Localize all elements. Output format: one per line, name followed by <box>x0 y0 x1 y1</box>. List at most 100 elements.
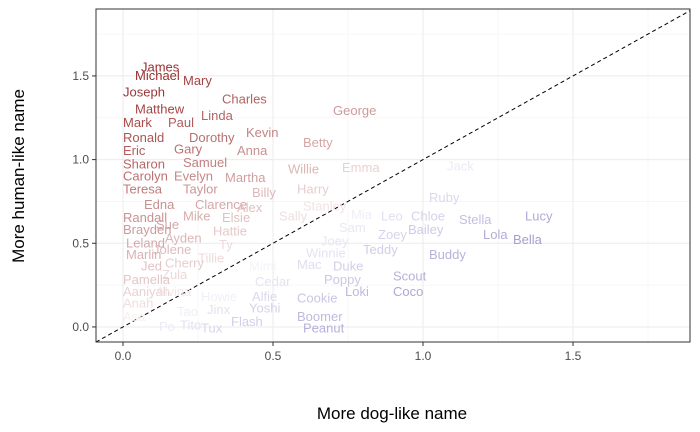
y-axis-ticks: 0.0 0.5 1.0 1.5 <box>72 69 96 334</box>
name-label: Leo <box>381 208 403 223</box>
name-label: Peanut <box>303 321 345 336</box>
name-label: Tillie <box>198 250 224 265</box>
x-axis-title: More dog-like name <box>317 404 467 423</box>
name-label: Anah <box>123 296 153 311</box>
name-label: Loki <box>345 284 369 299</box>
name-label: Randall <box>123 210 167 225</box>
name-label: Alfie <box>252 289 277 304</box>
name-label: Joey <box>321 234 349 249</box>
name-label: Brayden <box>123 222 171 237</box>
name-label: George <box>333 103 376 118</box>
name-label: Stella <box>459 212 492 227</box>
name-label: Mimi <box>249 259 277 274</box>
name-label: Jed <box>141 259 162 274</box>
name-label: Boomer <box>297 309 343 324</box>
name-label: Michael <box>135 68 180 83</box>
name-label: Tao <box>177 304 198 319</box>
name-label: Winnie <box>306 245 346 260</box>
name-label: Howie <box>201 289 237 304</box>
name-label: Joseph <box>123 85 165 100</box>
name-label: Kevin <box>246 125 279 140</box>
plot-panel-border <box>95 8 691 343</box>
name-label: Mac <box>297 257 322 272</box>
name-label: Sam <box>339 220 366 235</box>
minor-gridlines <box>96 9 690 342</box>
name-label: Sally <box>279 208 308 223</box>
y-axis-title: More human-like name <box>9 89 28 263</box>
name-label: Tux <box>201 321 223 336</box>
name-label: Cookie <box>297 290 337 305</box>
y-tick-label: 1.0 <box>72 153 89 167</box>
name-label: Cherry <box>165 255 205 270</box>
x-axis-ticks: 0.0 0.5 1.0 1.5 <box>115 342 582 363</box>
identity-reference-line <box>95 10 691 343</box>
name-label: Poppy <box>324 272 361 287</box>
name-label: Scout <box>393 269 427 284</box>
name-label: Dorothy <box>189 130 235 145</box>
name-label: Bella <box>513 232 543 247</box>
name-label: Teddy <box>363 242 398 257</box>
name-label: Samuel <box>183 155 227 170</box>
name-label: Bailey <box>408 222 444 237</box>
x-tick-label: 1.0 <box>415 349 432 363</box>
name-label: Mark <box>123 115 152 130</box>
name-label: Lola <box>483 227 508 242</box>
name-label: Ronald <box>123 130 164 145</box>
name-label: Anna <box>237 143 268 158</box>
x-tick-label: 0.5 <box>265 349 282 363</box>
name-label: Ayden <box>165 230 202 245</box>
name-label: Buddy <box>429 247 466 262</box>
name-label: Ruby <box>429 190 460 205</box>
name-label: Stanley <box>303 198 347 213</box>
name-label: Billy <box>252 185 276 200</box>
name-label: Eric <box>123 143 146 158</box>
name-label: Clarence <box>195 197 247 212</box>
name-label: Tito <box>180 317 201 332</box>
name-label: Willie <box>288 162 319 177</box>
name-label: Emma <box>342 160 380 175</box>
name-label: Elsie <box>222 210 250 225</box>
y-tick-label: 1.5 <box>72 69 89 83</box>
name-label: Yoshi <box>249 301 280 316</box>
name-label: Zoey <box>378 227 407 242</box>
name-label: Paul <box>168 115 194 130</box>
major-gridlines <box>96 9 690 342</box>
name-label: Duke <box>333 259 363 274</box>
name-label: Hattie <box>213 224 247 239</box>
name-label: Charles <box>222 91 267 106</box>
name-label: Po <box>159 319 175 334</box>
name-label: Jolene <box>153 242 191 257</box>
name-label: Linda <box>201 108 234 123</box>
name-label: Jack <box>447 158 474 173</box>
name-label: Sharon <box>123 157 165 172</box>
name-label: Alex <box>237 200 263 215</box>
name-label: Mary <box>183 73 212 88</box>
name-label: Alvina <box>156 284 192 299</box>
name-label: Asa <box>123 309 146 324</box>
name-label: Betty <box>303 135 333 150</box>
y-tick-label: 0.0 <box>72 320 89 334</box>
name-label: Martha <box>225 170 266 185</box>
name-label: Cedar <box>255 274 291 289</box>
name-label: Mia <box>351 207 373 222</box>
name-label: Pamella <box>123 272 171 287</box>
name-label: Harry <box>297 182 329 197</box>
x-tick-label: 0.0 <box>115 349 132 363</box>
name-label: Edna <box>144 197 175 212</box>
name-label: Ty <box>219 237 233 252</box>
name-label: Matthew <box>135 101 185 116</box>
x-tick-label: 1.5 <box>565 349 582 363</box>
name-label: Sue <box>156 217 179 232</box>
name-label: Chloe <box>411 208 445 223</box>
name-label: Coco <box>393 284 423 299</box>
name-label: Teresa <box>123 182 163 197</box>
name-label: Evelyn <box>174 168 213 183</box>
name-label: Zula <box>162 267 188 282</box>
name-label: James <box>141 60 180 75</box>
name-label: Gary <box>174 142 203 157</box>
name-label: Jinx <box>207 302 231 317</box>
name-label: Lucy <box>525 208 553 223</box>
name-label: Mike <box>183 208 210 223</box>
